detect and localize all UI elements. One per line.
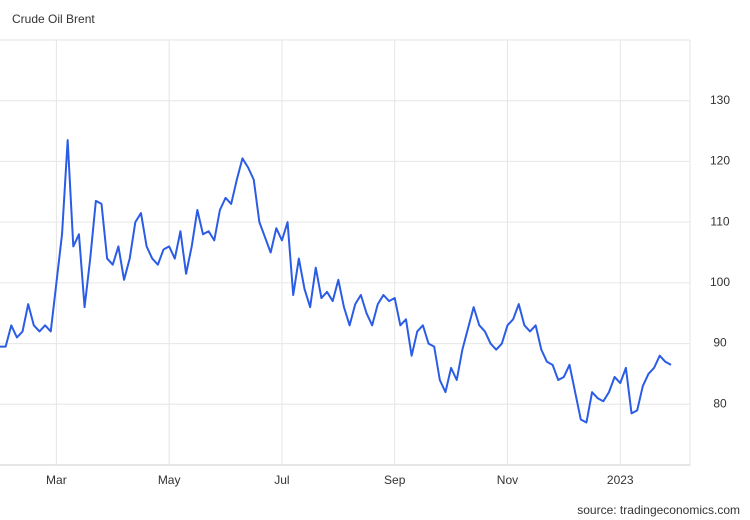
chart-title: Crude Oil Brent bbox=[12, 12, 95, 26]
x-tick-label: Jul bbox=[274, 473, 289, 487]
y-tick-label: 130 bbox=[710, 93, 730, 107]
source-note: source: tradingeconomics.com bbox=[577, 503, 740, 517]
y-tick-label: 120 bbox=[710, 154, 730, 168]
x-tick-label: May bbox=[158, 473, 181, 487]
y-tick-label: 90 bbox=[713, 336, 727, 350]
y-tick-label: 110 bbox=[710, 214, 729, 228]
y-tick-label: 100 bbox=[710, 275, 730, 289]
x-tick-label: Nov bbox=[497, 473, 518, 487]
x-tick-label: 2023 bbox=[607, 473, 634, 487]
y-tick-label: 80 bbox=[713, 396, 727, 410]
price-line bbox=[0, 139, 672, 424]
x-tick-label: Mar bbox=[46, 473, 67, 487]
x-tick-label: Sep bbox=[384, 473, 406, 487]
